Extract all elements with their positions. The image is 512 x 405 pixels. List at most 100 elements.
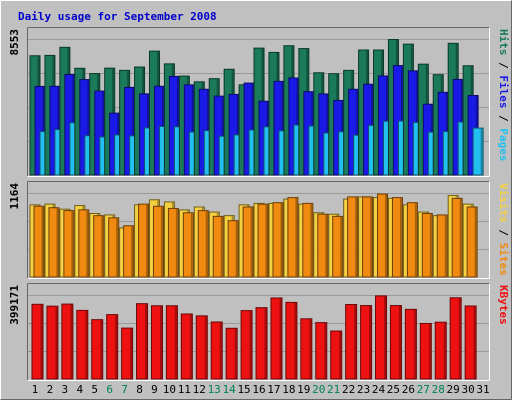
- bar-shade-sites-day-8: [146, 204, 149, 277]
- bar-sites-day-12: [197, 210, 209, 278]
- bar-shade-files-day-7: [132, 87, 135, 175]
- bar-kbytes-day-22: [345, 304, 358, 380]
- bar-shade-sites-day-27: [429, 213, 432, 277]
- x-tick-label-day-19: 19: [297, 383, 310, 396]
- x-tick-label-day-29: 29: [447, 383, 460, 396]
- bar-sites-day-19: [302, 202, 314, 278]
- bar-sites-day-3: [63, 210, 75, 278]
- legend-entry-hits: Hits: [497, 29, 510, 56]
- bar-kbytes-day-2: [46, 305, 59, 380]
- bar-shade-sites-day-20: [325, 214, 328, 277]
- bar-kbytes-day-8: [136, 303, 149, 380]
- x-tick-label-day-20: 20: [312, 383, 325, 396]
- bar-shade-kbytes-day-20: [324, 323, 327, 379]
- legend-entry-pages: Pages: [497, 128, 510, 161]
- panel-1: 8553 Hits / Files / Pages: [8, 27, 510, 177]
- x-tick-label-day-11: 11: [178, 383, 191, 396]
- x-tick-label-day-6: 6: [106, 383, 113, 396]
- bar-kbytes-day-26: [404, 308, 417, 380]
- bar-kbytes-day-20: [315, 322, 328, 380]
- bar-sites-day-17: [272, 202, 284, 278]
- bar-shade-sites-day-14: [235, 221, 238, 277]
- bar-shade-sites-day-3: [71, 211, 74, 277]
- bar-shade-sites-day-22: [355, 197, 358, 277]
- x-tick-label-day-17: 17: [267, 383, 280, 396]
- bar-sites-day-16: [257, 203, 269, 278]
- bar-shade-files-day-15: [251, 83, 254, 175]
- bar-shade-sites-day-7: [131, 226, 134, 277]
- x-tick-label-day-30: 30: [461, 383, 474, 396]
- legend-separator: /: [497, 223, 510, 243]
- bar-shade-files-day-13: [221, 96, 224, 175]
- bar-kbytes-day-24: [375, 295, 388, 380]
- bar-sites-day-8: [138, 203, 150, 278]
- bar-kbytes-day-12: [195, 315, 208, 380]
- bar-shade-sites-day-12: [205, 211, 208, 277]
- bar-kbytes-day-19: [300, 318, 313, 380]
- bar-shade-kbytes-day-22: [354, 305, 357, 379]
- bar-kbytes-day-17: [270, 297, 283, 380]
- bar-kbytes-day-23: [360, 305, 373, 380]
- x-tick-label-day-26: 26: [402, 383, 415, 396]
- x-tick-label-day-12: 12: [193, 383, 206, 396]
- bar-kbytes-day-3: [61, 303, 74, 380]
- y-max-tick-label-2: 1164: [8, 183, 21, 210]
- chart-title: Daily usage for September 2008: [18, 10, 217, 23]
- bar-shade-kbytes-day-15: [249, 311, 252, 379]
- bar-shade-sites-day-29: [459, 198, 462, 277]
- bar-kbytes-day-14: [225, 327, 238, 380]
- bar-shade-sites-day-15: [250, 207, 253, 277]
- x-axis-day-labels: 1 2 3 4 5 6 7 8 9 10 11 12 13 14 15 16 17 18 19 20 21 22 23 24 2…: [32, 383, 490, 396]
- bar-sites-day-21: [332, 215, 344, 278]
- x-tick-label-day-4: 4: [76, 383, 83, 396]
- bar-shade-sites-day-26: [414, 203, 417, 277]
- x-tick-label-day-13: 13: [208, 383, 221, 396]
- bar-shade-sites-day-18: [295, 198, 298, 277]
- legend-entry-sites: Sites: [497, 243, 510, 276]
- chart-panels: 8553 Hits / Files / Pages 1164 Visits / Sit…: [8, 27, 510, 381]
- bar-shade-files-day-10: [176, 76, 179, 175]
- panel-2: 1164 Visits / Sites: [8, 181, 510, 279]
- x-tick-label-day-14: 14: [223, 383, 237, 396]
- bar-sites-day-7: [123, 225, 135, 278]
- bar-shade-pages-day-30: [480, 128, 483, 175]
- bar-shade-kbytes-day-26: [413, 309, 416, 379]
- bar-kbytes-day-16: [255, 307, 268, 380]
- bar-kbytes-day-9: [150, 305, 163, 380]
- legend-separator: /: [497, 109, 510, 129]
- bar-shade-kbytes-day-11: [189, 314, 192, 379]
- bar-kbytes-day-10: [165, 305, 178, 380]
- bar-sites-day-6: [108, 217, 120, 278]
- bar-shade-sites-day-5: [101, 216, 104, 277]
- bar-shade-sites-day-17: [280, 203, 283, 277]
- bar-shade-sites-day-24: [385, 194, 388, 277]
- legend-entry-visits: Visits: [497, 183, 510, 223]
- bar-shade-kbytes-day-12: [204, 316, 207, 379]
- bar-shade-kbytes-day-21: [339, 331, 342, 379]
- bar-kbytes-day-5: [91, 319, 104, 380]
- bar-shade-kbytes-day-18: [294, 302, 297, 379]
- bar-shade-files-day-1: [42, 86, 45, 175]
- panel-3: 399171 KBytes: [8, 283, 510, 381]
- bar-shade-sites-day-13: [220, 216, 223, 277]
- bar-pages-day-30: [472, 127, 484, 176]
- bar-sites-day-24: [377, 193, 389, 278]
- bar-sites-day-30: [466, 206, 478, 278]
- bar-kbytes-day-27: [419, 322, 432, 380]
- bar-sites-day-1: [33, 205, 45, 278]
- bar-shade-kbytes-day-25: [398, 306, 401, 379]
- x-tick-label-day-22: 22: [342, 383, 355, 396]
- bar-shade-sites-day-16: [265, 204, 268, 277]
- bar-kbytes-day-1: [31, 303, 44, 380]
- bar-sites-day-28: [436, 214, 448, 278]
- bar-shade-files-day-17: [281, 81, 284, 175]
- bar-shade-kbytes-day-8: [145, 304, 148, 379]
- bar-sites-day-23: [362, 196, 374, 278]
- bar-shade-kbytes-day-30: [473, 306, 476, 379]
- bar-shade-kbytes-day-9: [159, 306, 162, 379]
- x-tick-label-day-18: 18: [282, 383, 295, 396]
- bar-shade-kbytes-day-23: [369, 306, 372, 379]
- x-tick-label-day-15: 15: [237, 383, 250, 396]
